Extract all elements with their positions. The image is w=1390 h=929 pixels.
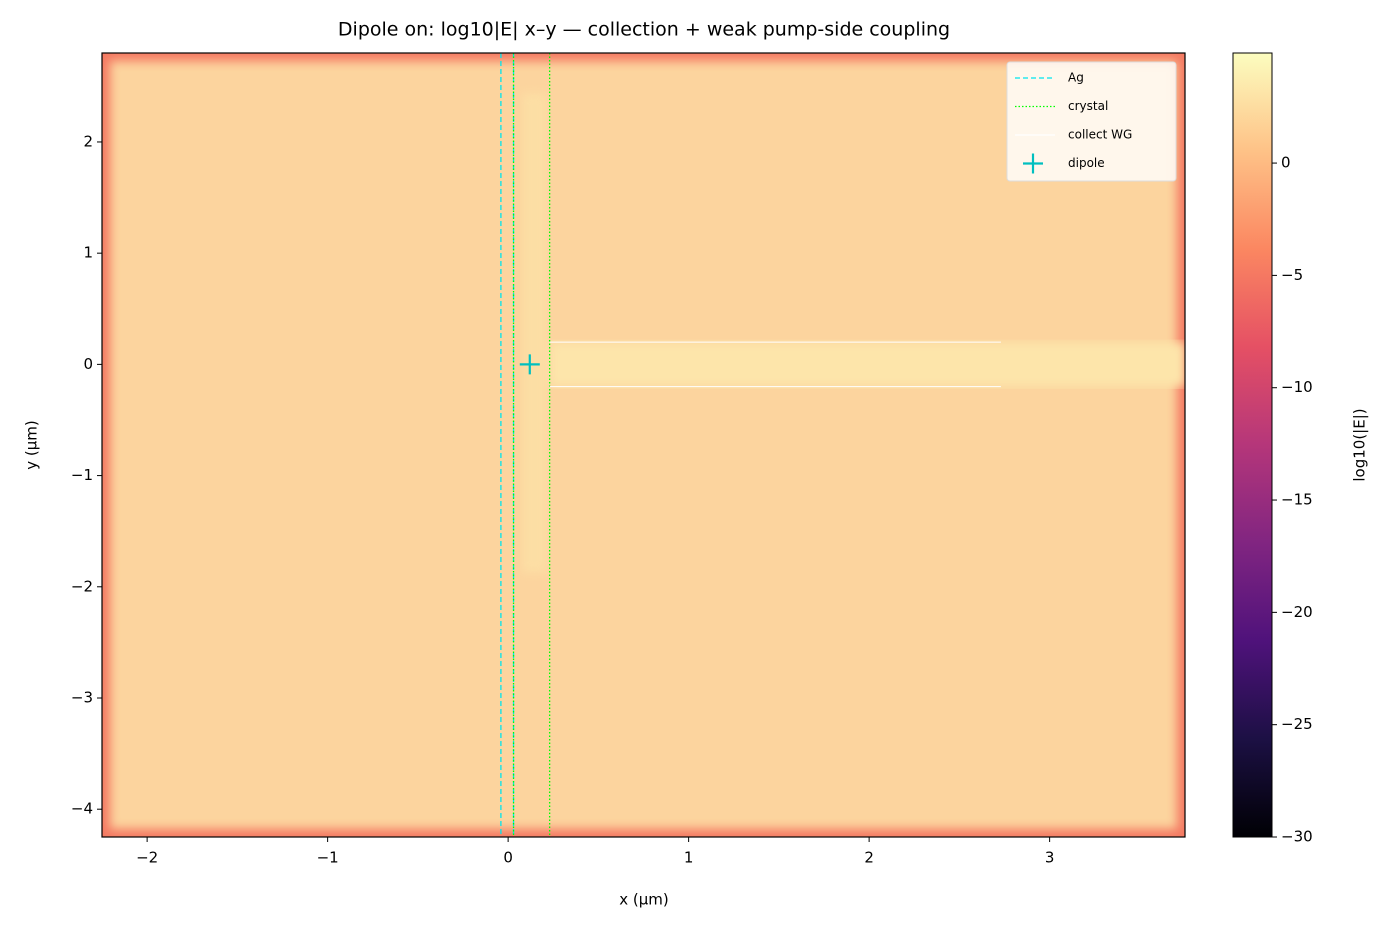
y-axis-label: y (µm) bbox=[23, 420, 41, 470]
field-band bbox=[521, 93, 548, 573]
colorbar-tick-label: −25 bbox=[1281, 715, 1313, 733]
legend-marker bbox=[1023, 153, 1043, 174]
colorbar-label: log10(|E|) bbox=[1351, 408, 1369, 481]
x-tick-label: 1 bbox=[684, 849, 694, 867]
legend: Ag crystal collect WG dipole bbox=[1006, 61, 1177, 182]
colorbar-tick-label: −15 bbox=[1281, 491, 1313, 509]
y-tick-label: 0 bbox=[83, 355, 93, 373]
legend-label: crystal bbox=[1068, 99, 1108, 113]
x-tick-label: 2 bbox=[864, 849, 874, 867]
colorbar-tick-label: −30 bbox=[1281, 828, 1313, 846]
chart-title: Dipole on: log10|E| x–y — collection + w… bbox=[338, 19, 950, 41]
x-tick-label: 0 bbox=[503, 849, 513, 867]
y-tick-label: −2 bbox=[71, 577, 93, 595]
x-tick-label: −2 bbox=[136, 849, 158, 867]
field bbox=[102, 53, 1185, 837]
legend-box bbox=[1006, 61, 1177, 182]
y-tick-label: −1 bbox=[71, 466, 93, 484]
x-tick-label: 3 bbox=[1045, 849, 1055, 867]
colorbar bbox=[1232, 52, 1273, 838]
legend-label: dipole bbox=[1068, 156, 1105, 170]
colorbar-tick-label: −10 bbox=[1281, 378, 1313, 396]
x-tick-label: −1 bbox=[317, 849, 339, 867]
y-tick-label: −3 bbox=[71, 688, 93, 706]
legend-label: Ag bbox=[1068, 71, 1084, 85]
y-tick-label: 1 bbox=[83, 244, 93, 262]
y-tick-label: 2 bbox=[83, 132, 93, 150]
plot-frame bbox=[101, 52, 1186, 838]
colorbar-tick-label: −5 bbox=[1281, 266, 1303, 284]
colorbar-tick-label: 0 bbox=[1281, 154, 1291, 172]
colorbar-tick-label: −20 bbox=[1281, 603, 1313, 621]
x-axis-label: x (µm) bbox=[619, 891, 669, 909]
y-tick-label: −4 bbox=[71, 800, 93, 818]
dipole-marker bbox=[519, 354, 540, 375]
legend-label: collect WG bbox=[1068, 128, 1132, 142]
field-band bbox=[549, 342, 1185, 387]
